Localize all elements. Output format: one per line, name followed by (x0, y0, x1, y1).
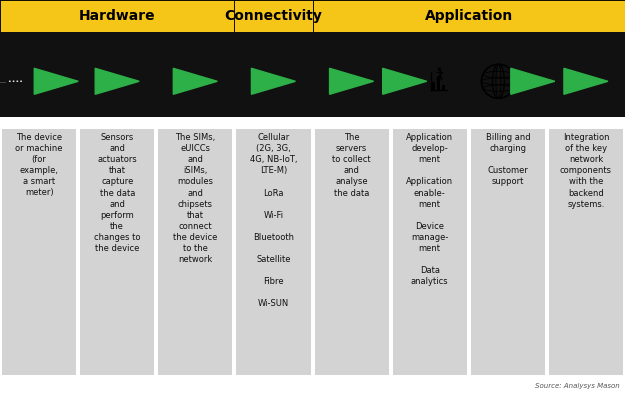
Polygon shape (251, 68, 296, 94)
Text: Cellular
(2G, 3G,
4G, NB-IoT,
LTE-M)

LoRa

Wi-Fi

Bluetooth

Satellite

Fibre

: Cellular (2G, 3G, 4G, NB-IoT, LTE-M) LoR… (250, 133, 298, 309)
Polygon shape (95, 68, 139, 94)
Bar (234, 0, 312, 32)
Text: Source: Analysys Mason: Source: Analysys Mason (535, 383, 620, 389)
Text: Application: Application (424, 9, 513, 23)
Bar (0, 0, 234, 32)
Text: Billing and
charging

Customer
support: Billing and charging Customer support (486, 133, 530, 186)
Text: ... ••••: ... •••• (0, 79, 23, 84)
Bar (314, 129, 389, 375)
Text: Connectivity: Connectivity (224, 9, 322, 23)
Bar (158, 129, 232, 375)
Bar (236, 129, 311, 375)
Polygon shape (34, 68, 78, 94)
Text: Integration
of the key
network
components
with the
backend
systems.: Integration of the key network component… (560, 133, 612, 209)
Bar (2, 129, 76, 375)
Text: The
servers
to collect
and
analyse
the data: The servers to collect and analyse the d… (332, 133, 371, 198)
Text: Sensors
and
actuators
that
capture
the data
and
perform
the
changes to
the devic: Sensors and actuators that capture the d… (94, 133, 141, 253)
Bar (0, 117, 625, 393)
Polygon shape (382, 68, 427, 94)
Text: Application
develop-
ment

Application
enable-
ment

Device
manage-
ment

Data
a: Application develop- ment Application en… (406, 133, 453, 286)
Polygon shape (564, 68, 608, 94)
Polygon shape (511, 68, 555, 94)
Bar (442, 84, 445, 90)
Text: The device
or machine
(for
example,
a smart
meter): The device or machine (for example, a sm… (15, 133, 63, 198)
Bar (392, 129, 467, 375)
Bar (471, 129, 545, 375)
Bar (312, 0, 625, 32)
Bar (432, 82, 435, 90)
Text: Hardware: Hardware (79, 9, 156, 23)
Bar (549, 129, 623, 375)
Bar (0, 32, 625, 117)
Polygon shape (329, 68, 374, 94)
Circle shape (438, 68, 441, 71)
Polygon shape (173, 68, 218, 94)
Bar (437, 76, 440, 90)
Text: The SIMs,
eUICCs
and
iSIMs,
modules
and
chipsets
that
connect
the device
to the
: The SIMs, eUICCs and iSIMs, modules and … (173, 133, 218, 264)
Bar (80, 129, 154, 375)
